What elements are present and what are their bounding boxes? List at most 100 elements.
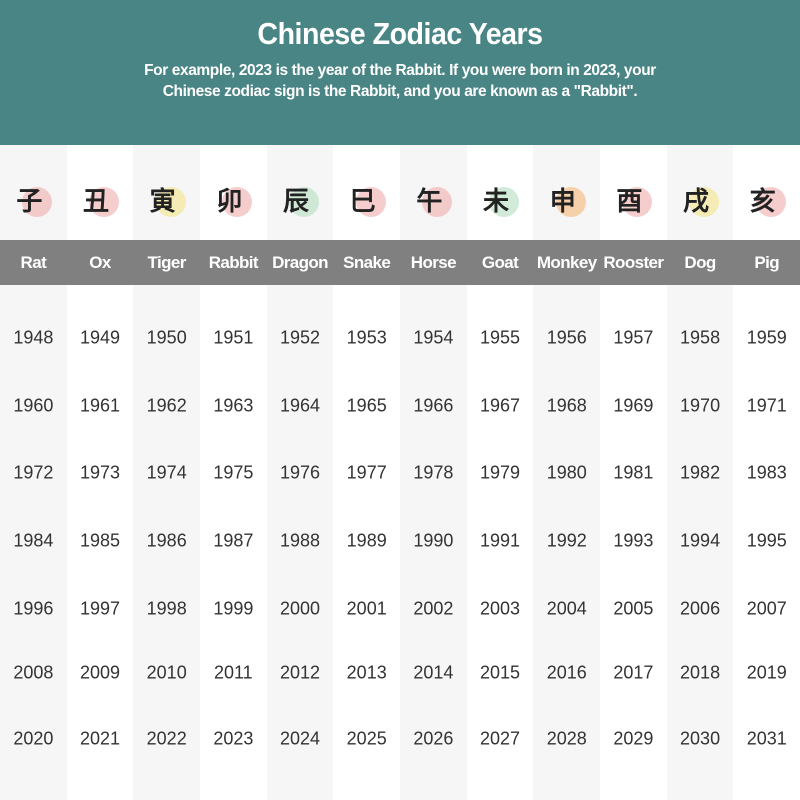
year-cell: 1965 [346, 395, 387, 416]
monkey-icon: 申 [542, 175, 592, 225]
year-cell: 2021 [79, 728, 121, 749]
year-cell: 1976 [280, 462, 321, 483]
animal-name-horse: Horse [410, 253, 457, 272]
year-cell: 2004 [546, 598, 587, 619]
year-cell: 1953 [346, 327, 387, 348]
zodiac-column-rooster: 酉 1957 1969 1981 1993 2005 2017 2029 [600, 145, 667, 800]
animal-name-rat: Rat [20, 253, 47, 272]
year-cell: 1981 [613, 462, 654, 483]
year-cell: 1958 [680, 327, 721, 348]
animal-name-dragon: Dragon [272, 253, 329, 272]
rat-icon: 子 [8, 175, 58, 225]
year-cell: 1995 [746, 530, 787, 551]
year-cell: 2015 [480, 662, 521, 683]
year-cell: 1997 [79, 598, 121, 619]
year-cell: 1957 [613, 327, 654, 348]
year-cell: 1959 [746, 327, 787, 348]
year-cell: 1999 [213, 598, 254, 619]
year-cell: 1949 [79, 327, 121, 348]
dragon-icon: 辰 [275, 175, 325, 225]
year-cell: 2010 [146, 662, 187, 683]
zodiac-column-rabbit: 卯 1951 1963 1975 1987 1999 2011 2023 [200, 145, 267, 800]
zodiac-column-ox: 丑 1949 1961 1973 1985 1997 2009 2021 [67, 145, 134, 800]
year-cell: 1990 [413, 530, 454, 551]
animal-name-tiger: Tiger [147, 253, 187, 272]
animal-name-pig: Pig [754, 253, 780, 272]
horse-icon: 午 [408, 175, 458, 225]
year-cell: 1962 [146, 395, 187, 416]
year-cell: 1948 [13, 327, 54, 348]
year-cell: 2018 [680, 662, 721, 683]
year-cell: 2027 [480, 728, 521, 749]
animal-name-goat: Goat [481, 253, 519, 272]
year-cell: 1972 [13, 462, 54, 483]
year-cell: 1964 [280, 395, 321, 416]
year-cell: 1968 [546, 395, 587, 416]
year-cell: 1970 [680, 395, 721, 416]
year-cell: 1963 [213, 395, 254, 416]
year-cell: 1966 [413, 395, 454, 416]
year-cell: 2025 [346, 728, 387, 749]
year-cell: 1956 [546, 327, 587, 348]
year-cell: 1988 [280, 530, 321, 551]
zodiac-column-goat: 未 1955 1967 1979 1991 2003 2015 2027 [467, 145, 534, 800]
year-cell: 2019 [746, 662, 787, 683]
year-cell: 1950 [146, 327, 187, 348]
year-cell: 1980 [546, 462, 587, 483]
snake-icon: 巳 [342, 175, 392, 225]
animal-names-row: Rat Ox Tiger Rabbit Dragon Snake Horse Goat Monk… [0, 240, 800, 285]
year-cell: 1951 [213, 327, 254, 348]
year-cell: 2002 [413, 598, 454, 619]
year-cell: 2001 [346, 598, 387, 619]
year-cell: 1985 [79, 530, 121, 551]
year-cell: 1978 [413, 462, 454, 483]
year-cell: 2031 [746, 728, 787, 749]
year-cell: 1960 [13, 395, 54, 416]
year-cell: 1992 [546, 530, 587, 551]
year-cell: 1993 [613, 530, 654, 551]
year-cell: 1983 [746, 462, 787, 483]
year-cell: 1969 [613, 395, 654, 416]
year-cell: 1982 [680, 462, 721, 483]
page-title: Chinese Zodiac Years [257, 16, 543, 51]
zodiac-column-snake: 巳 1953 1965 1977 1989 2001 2013 2025 [333, 145, 400, 800]
subtitle-line-1: For example, 2023 is the year of the Rab… [144, 62, 656, 79]
year-cell: 1974 [146, 462, 187, 483]
year-cell: 1977 [346, 462, 387, 483]
rabbit-icon: 卯 [208, 175, 258, 225]
zodiac-column-pig: 亥 1959 1971 1983 1995 2007 2019 2031 [733, 145, 800, 800]
year-cell: 1987 [213, 530, 254, 551]
pig-icon: 亥 [742, 175, 792, 225]
ox-icon: 丑 [75, 175, 125, 225]
dog-icon: 戌 [675, 175, 725, 225]
year-cell: 1986 [146, 530, 187, 551]
animal-name-rabbit: Rabbit [208, 253, 259, 272]
year-cell: 2013 [346, 662, 387, 683]
year-cell: 1955 [480, 327, 521, 348]
year-cell: 1954 [413, 327, 454, 348]
year-cell: 2006 [680, 598, 721, 619]
year-cell: 2026 [413, 728, 454, 749]
goat-icon: 未 [475, 175, 525, 225]
animal-name-rooster: Rooster [603, 253, 664, 272]
year-cell: 1961 [79, 395, 121, 416]
year-cell: 1996 [13, 598, 54, 619]
year-cell: 1979 [480, 462, 521, 483]
subtitle-line-2: Chinese zodiac sign is the Rabbit, and y… [162, 83, 638, 100]
year-cell: 1994 [680, 530, 721, 551]
year-cell: 2008 [13, 662, 54, 683]
year-cell: 1971 [746, 395, 787, 416]
tiger-icon: 寅 [142, 175, 192, 225]
year-cell: 1967 [480, 395, 521, 416]
year-cell: 1984 [13, 530, 54, 551]
year-cell: 2011 [213, 662, 253, 683]
year-cell: 1975 [213, 462, 254, 483]
year-cell: 2009 [79, 662, 121, 683]
year-cell: 2023 [213, 728, 254, 749]
year-cell: 2000 [280, 598, 321, 619]
rooster-icon: 酉 [608, 175, 658, 225]
year-cell: 2007 [746, 598, 787, 619]
year-cell: 1973 [79, 462, 121, 483]
year-cell: 1952 [280, 327, 321, 348]
year-cell: 1998 [146, 598, 187, 619]
